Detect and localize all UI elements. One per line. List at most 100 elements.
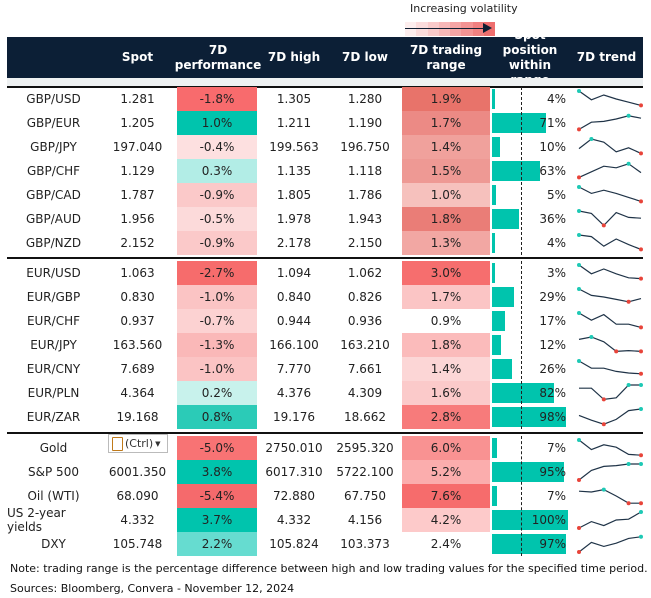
cell-name: GBP/CAD [26,188,81,202]
header-trend: 7D trend [576,50,637,64]
cell-name: GBP/JPY [30,140,77,154]
position-bar [492,161,540,181]
trend-max-marker [577,209,581,213]
header-text: Spot position [502,27,558,57]
cell-high: 1.978 [276,212,312,226]
table-row: GBP/USD 1.281 -1.8% 1.305 1.280 1.9% 4% [7,87,643,111]
table-row: GBP/EUR 1.205 1.0% 1.211 1.190 1.7% 71% [7,111,643,135]
arrow-head-icon [483,23,492,33]
paste-options-button[interactable]: (Ctrl) ▼ [108,434,168,453]
trend-line [578,186,642,202]
trend-sparkline [577,534,643,554]
header-range: 7D trading range [402,37,490,78]
cell-range: 1.5% [402,159,490,183]
cell-high: 7.770 [276,362,312,376]
cell-spot: 1.787 [120,188,155,202]
trend-line [578,264,642,280]
cell-range: 1.7% [402,111,490,135]
position-cell: 12% [492,333,568,357]
trend-line [578,488,641,504]
trend-min-marker [639,151,643,156]
trend-sparkline [577,113,642,132]
trend-max-marker [626,383,631,387]
trend-line [578,210,642,227]
position-percent: 4% [546,92,566,106]
trend-line [578,163,642,178]
position-percent: 26% [539,362,566,376]
cell-perf: -0.4% [177,135,257,159]
trend-line [578,336,642,353]
header-text: range [426,57,466,72]
gradient-step [461,22,473,36]
position-percent: 10% [539,140,566,154]
volatility-gradient [405,22,495,36]
trend-max-marker [577,438,581,442]
position-cell: 97% [492,532,568,556]
legend-title: Increasing volatility [410,2,518,15]
trend-sparkline [577,510,643,530]
midpoint-line [521,436,522,556]
trend-min-marker [577,526,581,530]
table-row: GBP/CAD 1.787 -0.9% 1.805 1.786 1.0% 5% [7,183,643,207]
cell-range: 4.2% [402,508,490,532]
header-spot: Spot [121,50,154,64]
position-bar [492,359,512,379]
cell-high: 72.880 [273,489,315,503]
trend-min-marker [577,175,581,180]
cell-name: GBP/USD [26,92,81,106]
cell-high: 6017.310 [265,465,323,479]
cell-spot: 1.129 [120,164,155,178]
cell-perf: -0.9% [177,231,257,255]
cell-range: 5.2% [402,460,490,484]
cell-perf: -5.4% [177,484,257,508]
gradient-step [438,22,450,36]
position-cell: 36% [492,207,568,231]
position-bar [492,383,555,403]
position-bar [492,486,498,506]
table-row: EUR/CNY 7.689 -1.0% 7.770 7.661 1.4% 26% [7,357,643,381]
trend-min-marker [601,397,606,402]
trend-min-marker [626,299,631,304]
position-cell: 26% [492,357,568,381]
table-row: EUR/CHF 0.937 -0.7% 0.944 0.936 0.9% 17% [7,309,643,333]
cell-high: 1.135 [276,164,312,178]
gradient-step [405,22,417,36]
cell-range: 1.8% [402,333,490,357]
midpoint-line [521,87,522,255]
cell-high: 19.176 [273,410,315,424]
position-cell: 98% [492,405,568,429]
cell-spot: 6001.350 [108,465,167,479]
trend-min-marker [639,199,643,204]
trend-line [578,360,642,375]
position-percent: 7% [546,441,566,455]
trend-line [578,408,642,425]
cell-spot: 7.689 [120,362,155,376]
trend-line [578,234,642,250]
trend-min-marker [639,501,643,506]
trend-min-marker [639,247,643,252]
position-cell: 71% [492,111,568,135]
trend-max-marker [639,407,643,411]
table-row: Gold -5.0% 2750.010 2595.320 6.0% 7% [7,436,643,460]
cell-range: 1.8% [402,207,490,231]
cell-range: 1.3% [402,231,490,255]
table-row: GBP/NZD 2.152 -0.9% 2.178 2.150 1.3% 4% [7,231,643,255]
position-percent: 5% [546,188,566,202]
clipboard-icon [112,436,123,451]
cell-name: EUR/GBP [26,290,81,304]
position-cell: 4% [492,87,568,111]
position-bar [492,407,567,427]
cell-spot: 1.205 [120,116,155,130]
cell-name: GBP/NZD [25,236,82,250]
trend-max-marker [601,487,606,492]
trend-line [578,511,642,529]
table-row: GBP/AUD 1.956 -0.5% 1.978 1.943 1.8% 36% [7,207,643,231]
trend-min-marker [601,223,606,228]
trend-max-marker [626,113,631,118]
cell-range: 6.0% [402,436,490,460]
position-cell: 10% [492,135,568,159]
table-row: US 2-year yields 4.332 3.7% 4.332 4.156 4.2% 1… [7,506,643,534]
trend-min-marker [614,349,619,354]
trend-min-marker [626,501,631,506]
trend-min-marker [639,276,643,281]
